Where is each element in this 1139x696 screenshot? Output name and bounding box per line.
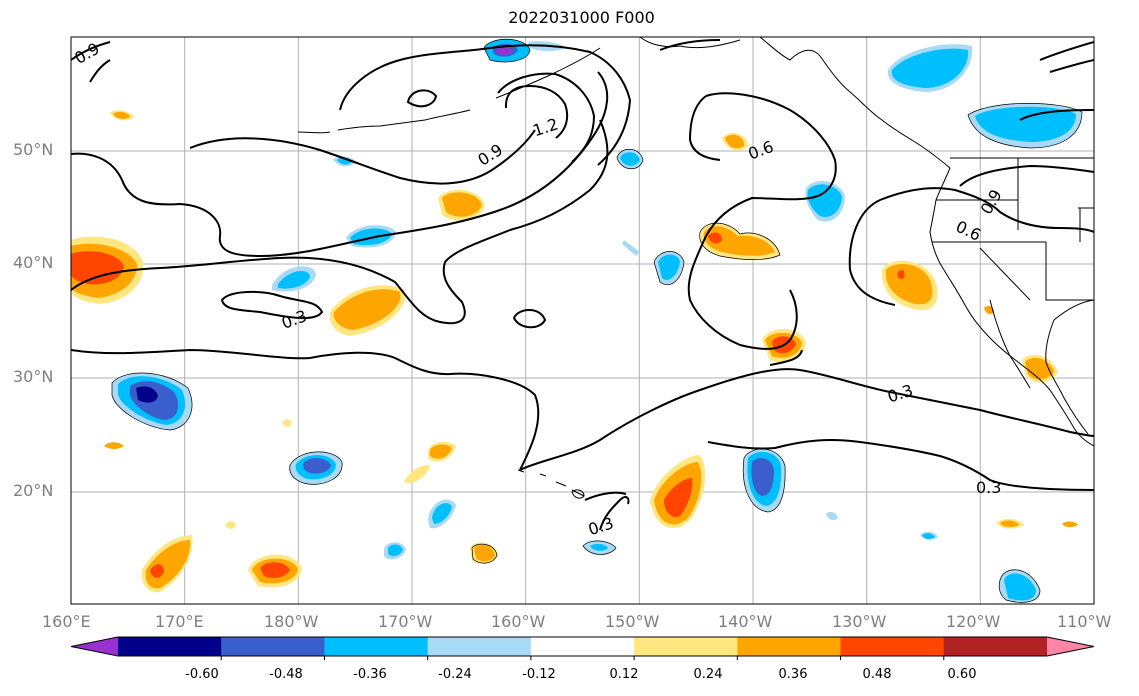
lat-tick-label: 40°N — [13, 253, 54, 272]
contour-lines — [71, 39, 1094, 531]
colorbar-segment — [221, 637, 325, 656]
colorbar-segment — [530, 637, 635, 656]
colorbar-segment — [634, 637, 738, 656]
colorbar-tick-label: 0.24 — [693, 667, 723, 682]
lon-tick-label: 180°W — [264, 612, 319, 631]
colorbar-tick-label: 0.36 — [778, 667, 808, 682]
colorbar-tick-label: -0.12 — [522, 667, 556, 682]
colorbar-segment — [943, 637, 1048, 656]
lon-tick-label: 140°W — [718, 612, 773, 631]
lon-tick-label: 160°W — [491, 612, 546, 631]
lon-tick-label: 160°E — [42, 612, 91, 631]
colorbar-segment — [737, 637, 842, 656]
colorbar-tick-label: -0.24 — [438, 667, 472, 682]
lon-tick-label: 120°W — [946, 612, 1001, 631]
lon-tick-label: 150°W — [605, 612, 660, 631]
colorbar-tick-label: -0.48 — [269, 667, 303, 682]
colorbar-tick-label: -0.36 — [353, 667, 387, 682]
colorbar-segment — [118, 637, 222, 656]
lon-tick-label: 110°W — [1057, 612, 1112, 631]
colorbar — [70, 636, 1095, 660]
colorbar-segment — [324, 637, 429, 656]
lon-tick-label: 170°E — [155, 612, 204, 631]
lat-tick-label: 30°N — [13, 367, 54, 386]
colorbar-tick-label: -0.60 — [185, 667, 219, 682]
colorbar-extend-high — [1047, 637, 1094, 656]
map-title: 2022031000 F000 — [508, 8, 655, 27]
colorbar-tick-label: 0.48 — [862, 667, 892, 682]
colorbar-outline — [70, 636, 1095, 657]
lon-tick-label: 170°W — [378, 612, 433, 631]
plot-area — [71, 37, 1094, 604]
colorbar-segment — [427, 637, 532, 656]
lon-tick-label: 130°W — [832, 612, 887, 631]
lat-tick-label: 50°N — [13, 140, 54, 159]
contour-label: 0.3 — [976, 478, 1001, 497]
lat-tick-label: 20°N — [13, 481, 54, 500]
colorbar-tick-label: 0.12 — [609, 667, 639, 682]
colorbar-extend-low — [71, 637, 118, 656]
plot-frame — [70, 36, 1095, 605]
colorbar-segment — [840, 637, 945, 656]
colorbar-tick-label: 0.60 — [947, 667, 977, 682]
shaded-areas — [71, 39, 1082, 603]
